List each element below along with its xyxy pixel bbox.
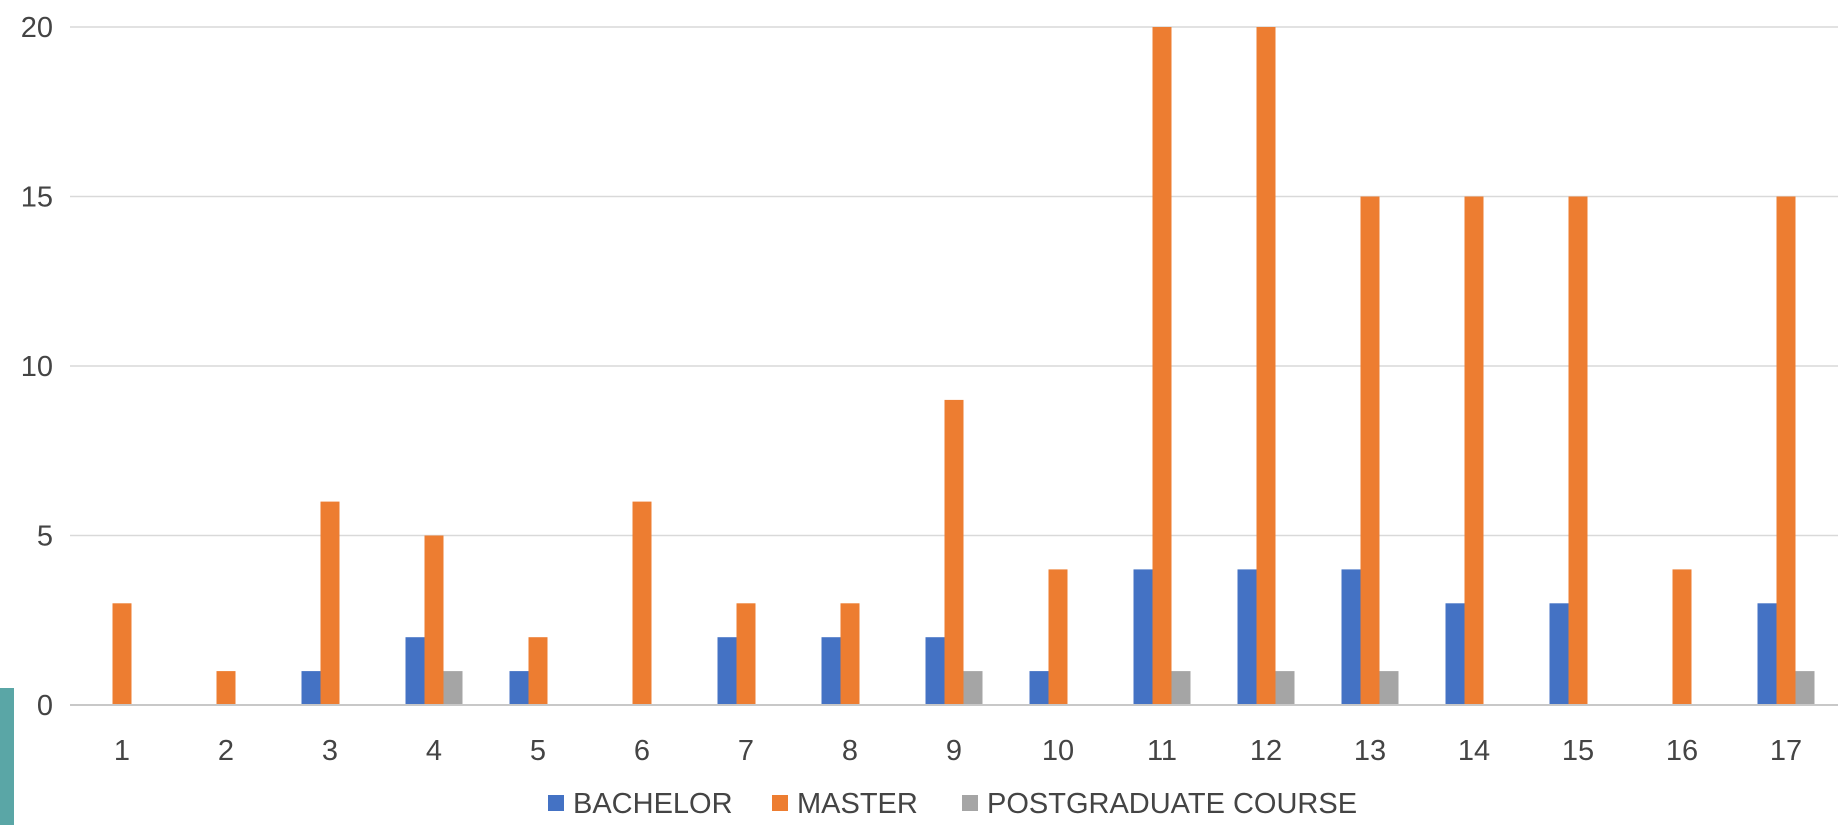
legend-swatch (962, 795, 978, 811)
bar-master (840, 603, 860, 705)
bar-bachelor (405, 637, 425, 705)
x-tick-label: 3 (322, 735, 338, 767)
x-tick-label: 16 (1666, 735, 1698, 767)
x-tick-label: 2 (218, 735, 234, 767)
legend-swatch (548, 795, 564, 811)
legend-swatch (772, 795, 788, 811)
x-tick-label: 5 (530, 735, 546, 767)
x-tick-label: 6 (634, 735, 650, 767)
bars (112, 27, 1815, 705)
bar-postgraduate-course (963, 671, 983, 705)
bar-bachelor (717, 637, 737, 705)
x-tick-label: 1 (114, 735, 130, 767)
bar-postgraduate-course (443, 671, 463, 705)
bar-bachelor (1029, 671, 1049, 705)
bar-master (1360, 196, 1380, 705)
y-tick-label: 20 (21, 12, 53, 44)
bar-bachelor (301, 671, 321, 705)
bar-master (320, 501, 340, 705)
bar-master (736, 603, 756, 705)
bar-master (216, 671, 236, 705)
x-tick-label: 10 (1042, 735, 1074, 767)
bar-bachelor (509, 671, 529, 705)
bar-bachelor (1133, 569, 1153, 705)
x-axis-tick-labels: 1 2 3 4 5 6 7 8 9 10 11 12 13 14 15 16 17 (114, 735, 1802, 767)
bar-master (632, 501, 652, 705)
x-tick-label: 11 (1147, 735, 1177, 767)
side-accent-decoration (0, 688, 14, 825)
x-tick-label: 4 (426, 735, 442, 767)
y-tick-label: 5 (37, 521, 53, 553)
bar-postgraduate-course (1379, 671, 1399, 705)
bar-master (1048, 569, 1068, 705)
bar-bachelor (925, 637, 945, 705)
legend-label: MASTER (797, 788, 918, 820)
bar-master (424, 535, 444, 705)
bar-master (1152, 27, 1172, 705)
bar-postgraduate-course (1795, 671, 1815, 705)
x-tick-label: 9 (946, 735, 962, 767)
bar-bachelor (1757, 603, 1777, 705)
bar-master (112, 603, 132, 705)
legend-label: BACHELOR (573, 788, 733, 820)
bar-postgraduate-course (1275, 671, 1295, 705)
bar-bachelor (1549, 603, 1569, 705)
x-tick-label: 12 (1250, 735, 1282, 767)
bar-bachelor (821, 637, 841, 705)
bar-postgraduate-course (1171, 671, 1191, 705)
y-tick-label: 10 (21, 351, 53, 383)
y-tick-label: 15 (21, 182, 53, 214)
legend-label: POSTGRADUATE COURSE (987, 788, 1357, 820)
x-tick-label: 15 (1562, 735, 1594, 767)
bar-master (944, 399, 964, 705)
bar-bachelor (1237, 569, 1257, 705)
x-tick-label: 7 (738, 735, 754, 767)
x-tick-label: 17 (1770, 735, 1802, 767)
bar-master (1568, 196, 1588, 705)
bar-master (1672, 569, 1692, 705)
y-tick-label: 0 (37, 690, 53, 722)
x-tick-label: 14 (1458, 735, 1490, 767)
legend: BACHELOR MASTER POSTGRADUATE COURSE (548, 788, 1357, 820)
x-tick-label: 13 (1354, 735, 1386, 767)
bar-master (528, 637, 548, 705)
bar-master (1256, 27, 1276, 705)
bar-bachelor (1445, 603, 1465, 705)
x-tick-label: 8 (842, 735, 858, 767)
y-axis-tick-labels: 0 5 10 15 20 (21, 12, 53, 722)
bar-master (1776, 196, 1796, 705)
bar-master (1464, 196, 1484, 705)
bar-bachelor (1341, 569, 1361, 705)
